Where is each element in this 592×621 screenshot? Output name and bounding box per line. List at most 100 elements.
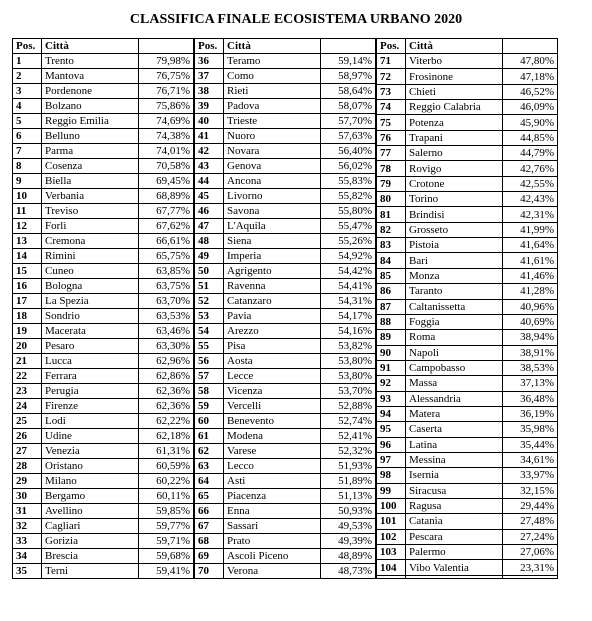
- cell-city: Prato: [224, 534, 321, 549]
- table-row: 73Chieti46,52%: [377, 84, 558, 99]
- cell-pct: 62,22%: [139, 414, 194, 429]
- cell-pct: 59,71%: [139, 534, 194, 549]
- cell-pct: 56,40%: [321, 144, 376, 159]
- cell-city: Grosseto: [406, 222, 503, 237]
- cell-pos: 19: [13, 324, 42, 339]
- table-row: 34Brescia59,68%: [13, 549, 194, 564]
- cell-pos: 27: [13, 444, 42, 459]
- cell-pos: 42: [195, 144, 224, 159]
- cell-pct: 36,19%: [503, 406, 558, 421]
- cell-city: Terni: [42, 564, 139, 579]
- cell-pos: 75: [377, 115, 406, 130]
- cell-city: Padova: [224, 99, 321, 114]
- cell-pos: 13: [13, 234, 42, 249]
- cell-pos: 7: [13, 144, 42, 159]
- cell-pct: 48,73%: [321, 564, 376, 579]
- cell-city: Livorno: [224, 189, 321, 204]
- table-row: 28Oristano60,59%: [13, 459, 194, 474]
- cell-city: Vicenza: [224, 384, 321, 399]
- cell-city: Ascoli Piceno: [224, 549, 321, 564]
- cell-city: Isernia: [406, 468, 503, 483]
- cell-pos: 103: [377, 545, 406, 560]
- cell-city: Oristano: [42, 459, 139, 474]
- cell-city: Benevento: [224, 414, 321, 429]
- cell-city: Arezzo: [224, 324, 321, 339]
- table-row: 82Grosseto41,99%: [377, 222, 558, 237]
- cell-pos: 2: [13, 69, 42, 84]
- cell-city: Verona: [224, 564, 321, 579]
- table-row: 45Livorno55,82%: [195, 189, 376, 204]
- cell-city: Lecco: [224, 459, 321, 474]
- table-row: 19Macerata63,46%: [13, 324, 194, 339]
- table-row: 22Ferrara62,86%: [13, 369, 194, 384]
- cell-pct: 52,74%: [321, 414, 376, 429]
- cell-city: Pescara: [406, 529, 503, 544]
- cell-pct: 63,53%: [139, 309, 194, 324]
- cell-pct: 54,31%: [321, 294, 376, 309]
- cell-pos: 17: [13, 294, 42, 309]
- table-row: 40Trieste57,70%: [195, 114, 376, 129]
- cell-city: Lecce: [224, 369, 321, 384]
- cell-pct: 57,70%: [321, 114, 376, 129]
- cell-city: Trieste: [224, 114, 321, 129]
- cell-city: Torino: [406, 192, 503, 207]
- table-row: 32Cagliari59,77%: [13, 519, 194, 534]
- cell-city: Potenza: [406, 115, 503, 130]
- cell-pct: 62,96%: [139, 354, 194, 369]
- cell-pos: 63: [195, 459, 224, 474]
- cell-pct: 54,17%: [321, 309, 376, 324]
- cell-pos: 30: [13, 489, 42, 504]
- cell-city: Caserta: [406, 422, 503, 437]
- ranking-table: Pos.Città36Teramo59,14%37Como58,97%38Rie…: [194, 38, 376, 579]
- table-row: 66Enna50,93%: [195, 504, 376, 519]
- table-row: 27Venezia61,31%: [13, 444, 194, 459]
- cell-city: Udine: [42, 429, 139, 444]
- table-row: 103Palermo27,06%: [377, 545, 558, 560]
- cell-pos: 28: [13, 459, 42, 474]
- cell-pos: 99: [377, 483, 406, 498]
- cell-pct: 74,01%: [139, 144, 194, 159]
- cell-pos: 35: [13, 564, 42, 579]
- table-row: 64Asti51,89%: [195, 474, 376, 489]
- cell-pos: 29: [13, 474, 42, 489]
- table-row: [377, 575, 558, 578]
- cell-pos: 52: [195, 294, 224, 309]
- cell-pct: 55,47%: [321, 219, 376, 234]
- cell-city: Aosta: [224, 354, 321, 369]
- cell-pct: 41,46%: [503, 268, 558, 283]
- cell-pct: 23,31%: [503, 560, 558, 575]
- cell-city: Roma: [406, 330, 503, 345]
- cell-pos: 57: [195, 369, 224, 384]
- cell-pos: 69: [195, 549, 224, 564]
- cell-city: La Spezia: [42, 294, 139, 309]
- cell-pos: 64: [195, 474, 224, 489]
- cell-pos: 20: [13, 339, 42, 354]
- cell-pos: 18: [13, 309, 42, 324]
- cell-city: Varese: [224, 444, 321, 459]
- cell-city: Belluno: [42, 129, 139, 144]
- cell-pct: 51,89%: [321, 474, 376, 489]
- cell-pos: 55: [195, 339, 224, 354]
- table-row: 57Lecce53,80%: [195, 369, 376, 384]
- cell-pos: 45: [195, 189, 224, 204]
- cell-pct: 27,48%: [503, 514, 558, 529]
- cell-pos: 47: [195, 219, 224, 234]
- cell-city: Latina: [406, 437, 503, 452]
- cell-city: Pesaro: [42, 339, 139, 354]
- table-row: 87Caltanissetta40,96%: [377, 299, 558, 314]
- cell-pct: 59,68%: [139, 549, 194, 564]
- table-row: 97Messina34,61%: [377, 452, 558, 467]
- cell-pct: 79,98%: [139, 54, 194, 69]
- cell-city: Cremona: [42, 234, 139, 249]
- cell-city: Monza: [406, 268, 503, 283]
- cell-city: Modena: [224, 429, 321, 444]
- cell-city: Catanzaro: [224, 294, 321, 309]
- cell-city: Reggio Emilia: [42, 114, 139, 129]
- cell-pos: 53: [195, 309, 224, 324]
- cell-pct: 62,36%: [139, 399, 194, 414]
- table-row: 85Monza41,46%: [377, 268, 558, 283]
- table-row: 8Cosenza70,58%: [13, 159, 194, 174]
- cell-pct: 52,41%: [321, 429, 376, 444]
- cell-pct: 48,89%: [321, 549, 376, 564]
- table-row: 92Massa37,13%: [377, 376, 558, 391]
